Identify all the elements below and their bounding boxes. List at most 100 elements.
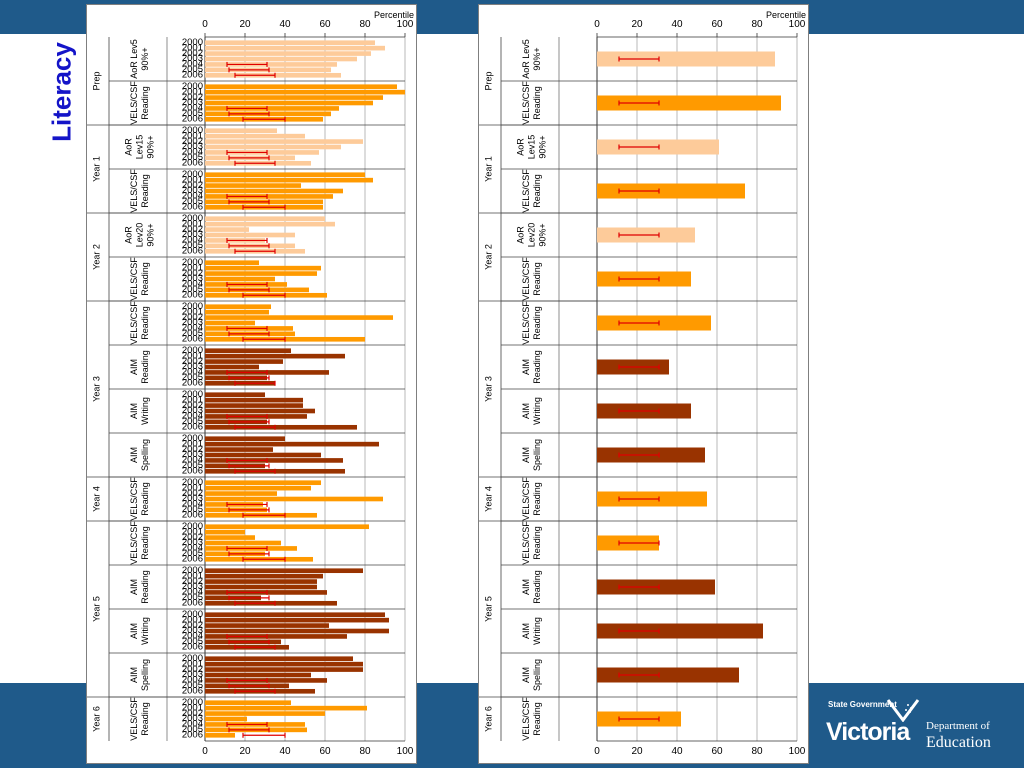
left-bar (205, 491, 277, 496)
left-bar (205, 276, 275, 282)
left-measure-label: VELS/CSF (129, 169, 139, 213)
left-measure-label: 90%+ (145, 223, 155, 246)
left-bar (205, 62, 337, 67)
left-tick-label-top: 20 (239, 19, 251, 30)
left-year-tick: 2002 (182, 312, 203, 323)
left-bar (205, 441, 379, 447)
left-bar (205, 172, 365, 178)
left-bar (205, 216, 325, 222)
right-measure-label: VELS/CSF (521, 257, 531, 301)
left-bar (205, 408, 315, 414)
left-bar (205, 89, 405, 95)
left-measure-label: Reading (140, 306, 150, 340)
right-measure-label: AIM (521, 359, 531, 375)
left-year-tick: 2000 (182, 301, 203, 312)
left-year-tick: 2004 (182, 103, 203, 114)
logo-education: Education (926, 734, 991, 751)
left-year-tick: 2003 (182, 625, 203, 636)
left-bar (205, 45, 385, 51)
left-measure-label: Spelling (140, 659, 150, 691)
right-year-label: Year 5 (483, 596, 493, 622)
left-year-tick: 2002 (182, 576, 203, 587)
right-year-label: Year 2 (483, 244, 493, 270)
left-measure-label: VELS/CSF (129, 301, 139, 345)
left-tick-label-bottom: 0 (202, 746, 208, 757)
left-year-tick: 2001 (182, 658, 203, 669)
left-year-tick: 2006 (182, 246, 203, 257)
left-tick-label-top: 0 (202, 19, 208, 30)
left-tick-label-bottom: 60 (319, 746, 331, 757)
right-measure-label: VELS/CSF (521, 301, 531, 345)
left-year-tick: 2004 (182, 455, 203, 466)
left-year-tick: 2006 (182, 70, 203, 81)
logo-victoria: Victoria (826, 718, 910, 746)
left-year-tick: 2003 (182, 97, 203, 108)
left-year-tick: 2003 (182, 185, 203, 196)
right-tick-label-bottom: 40 (671, 746, 683, 757)
left-year-tick: 2004 (182, 543, 203, 554)
left-year-tick: 2001 (182, 218, 203, 229)
right-measure-label: Writing (532, 617, 542, 645)
left-year-tick: 2004 (182, 59, 203, 70)
left-year-tick: 2002 (182, 708, 203, 719)
left-bar (205, 260, 259, 266)
left-year-tick: 2000 (182, 169, 203, 180)
left-year-tick: 2000 (182, 389, 203, 400)
left-year-tick: 2003 (182, 449, 203, 460)
left-bar (205, 447, 273, 452)
left-measure-label: AIM (129, 403, 139, 419)
right-measure-label: VELS/CSF (521, 697, 531, 741)
left-year-tick: 2005 (182, 240, 203, 251)
right-measure-label: AoR Lev5 (521, 39, 531, 79)
left-year-tick: 2001 (182, 42, 203, 53)
left-year-tick: 2001 (182, 174, 203, 185)
left-measure-label: Lev15 (134, 135, 144, 160)
left-bar (205, 540, 281, 546)
left-bar (205, 529, 245, 535)
right-tick-label-top: 60 (711, 19, 723, 30)
left-bar (205, 40, 375, 46)
left-chart-panel: 0 0 20 20 40 40 60 60 80 80 100 100 Percentile Prep Ye… (86, 4, 417, 764)
left-bar (205, 656, 353, 662)
left-year-tick: 2000 (182, 213, 203, 224)
left-year-tick: 2006 (182, 554, 203, 565)
left-bar (205, 436, 285, 442)
left-measure-label: AIM (129, 623, 139, 639)
left-year-tick: 2002 (182, 664, 203, 675)
left-bar (205, 95, 383, 100)
right-bar (597, 667, 739, 683)
left-bar (205, 672, 311, 678)
left-bar (205, 106, 339, 111)
right-measure-label: AIM (521, 667, 531, 683)
left-year-tick: 2005 (182, 504, 203, 515)
left-year-tick: 2003 (182, 581, 203, 592)
left-year-tick: 2002 (182, 136, 203, 147)
left-year-label: Year 5 (91, 596, 101, 622)
left-bar (205, 573, 323, 579)
left-year-tick: 2000 (182, 653, 203, 664)
left-measure-label: Reading (140, 86, 150, 120)
left-bar (205, 612, 385, 618)
left-year-tick: 2005 (182, 548, 203, 559)
left-measure-label: Reading (140, 702, 150, 736)
left-year-tick: 2000 (182, 609, 203, 620)
left-year-tick: 2001 (182, 702, 203, 713)
left-bar (205, 232, 295, 238)
left-year-tick: 2003 (182, 713, 203, 724)
left-year-tick: 2006 (182, 290, 203, 301)
left-year-tick: 2005 (182, 636, 203, 647)
left-tick-label-bottom: 80 (359, 746, 371, 757)
right-measure-label: Lev15 (526, 135, 536, 160)
left-bar (205, 568, 363, 574)
right-tick-label-bottom: 60 (711, 746, 723, 757)
left-bar (205, 271, 317, 276)
left-year-tick: 2002 (182, 356, 203, 367)
left-year-tick: 2003 (182, 493, 203, 504)
left-bar (205, 524, 369, 530)
left-bar (205, 535, 255, 540)
left-year-tick: 2006 (182, 686, 203, 697)
left-measure-label: Spelling (140, 439, 150, 471)
right-measure-label: VELS/CSF (521, 521, 531, 565)
right-tick-label-top: 20 (631, 19, 643, 30)
left-year-tick: 2002 (182, 268, 203, 279)
